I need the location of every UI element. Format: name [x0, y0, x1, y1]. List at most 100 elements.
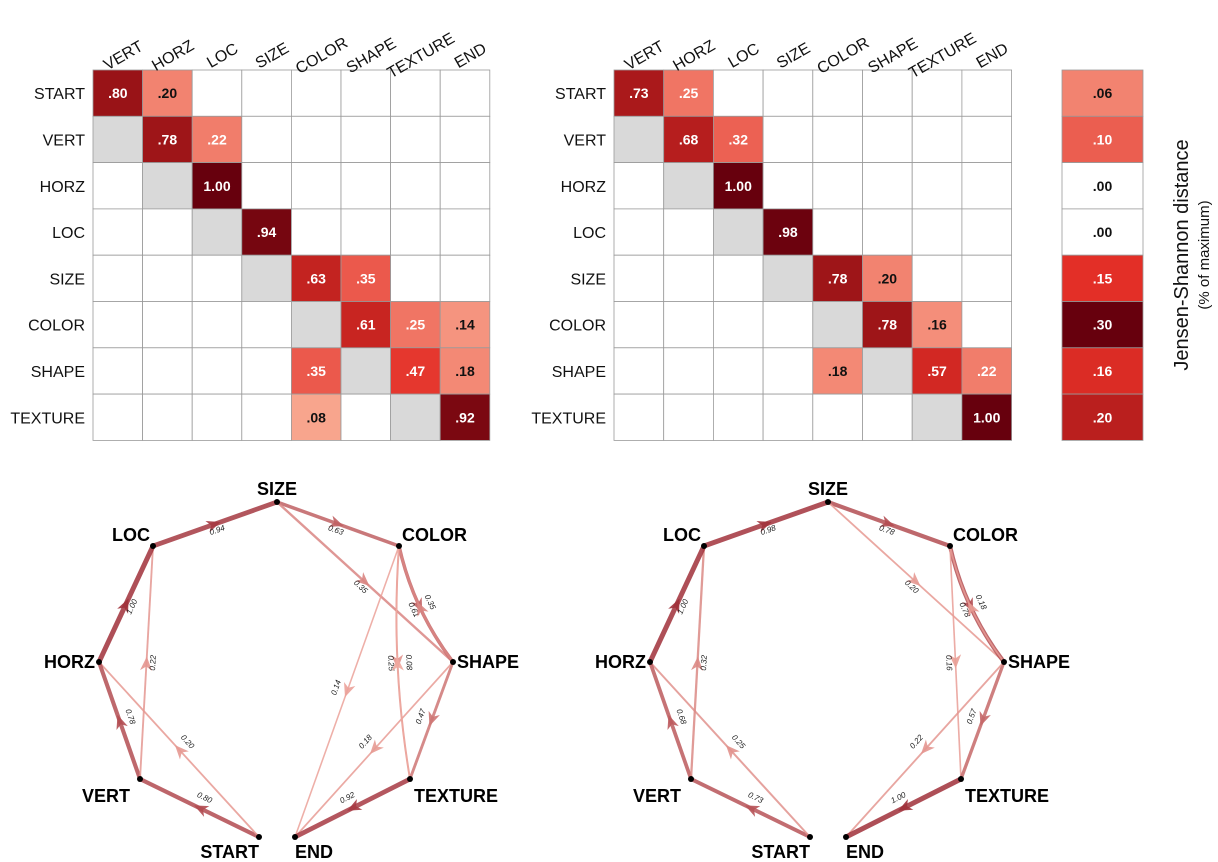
- matrix-cell: [340, 393, 391, 441]
- network-node: [947, 543, 953, 549]
- edge-arrow: [116, 714, 128, 731]
- matrix-cell: [142, 208, 193, 256]
- matrix-cell: [613, 347, 665, 395]
- matrix-cell: [961, 162, 1013, 210]
- js-value: .10: [1093, 131, 1113, 147]
- cell-value: .08: [306, 409, 326, 425]
- row-label: VERT: [564, 132, 607, 149]
- node-label: END: [295, 842, 333, 862]
- matrix-cell: [241, 69, 292, 117]
- edge-arrow: [174, 745, 189, 760]
- matrix-cell: [862, 162, 913, 210]
- edge-arrow: [898, 799, 914, 811]
- matrix-cell: [92, 115, 143, 164]
- matrix-cell: [862, 393, 913, 441]
- column-label: END: [452, 40, 490, 72]
- matrix-cell: [911, 254, 963, 302]
- node-label: SHAPE: [457, 652, 519, 672]
- matrix-cell: [613, 301, 665, 349]
- matrix-cell: [613, 208, 665, 256]
- row-label: TEXTURE: [10, 410, 85, 427]
- edge-arrow: [344, 681, 356, 698]
- matrix-cell: [241, 162, 292, 210]
- edge-arrow: [194, 805, 210, 817]
- matrix-cell: [762, 393, 814, 441]
- matrix-cell: [92, 69, 143, 117]
- matrix-cell: [862, 254, 913, 302]
- matrix-cell: [613, 69, 665, 117]
- node-label: START: [751, 842, 810, 862]
- cell-value: .20: [878, 270, 898, 286]
- edge-arrow: [347, 799, 363, 811]
- edge-arrow: [745, 805, 761, 817]
- cell-value: .98: [778, 224, 798, 240]
- edge-arrow: [355, 572, 370, 587]
- column-label: VERT: [622, 38, 667, 74]
- cell-value: .22: [977, 363, 997, 379]
- cell-value: 1.00: [973, 409, 1000, 425]
- js-value: .20: [1093, 409, 1113, 425]
- network-node: [647, 659, 653, 665]
- network-node: [150, 543, 156, 549]
- matrix-cell: [713, 69, 764, 117]
- matrix-cell: [142, 69, 193, 117]
- edge-label: 0.73: [747, 790, 765, 805]
- cell-value: .61: [356, 317, 376, 333]
- edge-arrow: [140, 656, 153, 671]
- matrix-cell: [713, 254, 764, 302]
- matrix-cell: [911, 162, 963, 210]
- matrix-cell: [862, 208, 913, 256]
- matrix-cell: [911, 115, 963, 164]
- matrix-cell: [762, 254, 814, 302]
- matrix-cell: [191, 162, 243, 210]
- cell-value: .78: [158, 131, 178, 147]
- matrix-cell: [340, 69, 391, 117]
- edge-label: 0.20: [903, 578, 921, 596]
- matrix-cell: [713, 208, 764, 256]
- column-label: LOC: [204, 41, 241, 72]
- cell-value: 1.00: [725, 178, 752, 194]
- matrix-cell: [911, 208, 963, 256]
- js-cell: [1061, 301, 1144, 349]
- matrix-cell: [812, 254, 863, 302]
- cell-value: .20: [158, 85, 178, 101]
- network-node: [96, 659, 102, 665]
- edge-label: 0.25: [386, 655, 396, 672]
- edge-arrow: [725, 745, 740, 760]
- edge-label: 0.16: [944, 655, 954, 672]
- js-cell: [1061, 162, 1144, 210]
- edge-arrow: [920, 739, 935, 754]
- cell-value: .73: [629, 85, 649, 101]
- edge-label: 0.18: [357, 733, 374, 751]
- matrix-cell: [762, 115, 814, 164]
- matrix-cell: [142, 347, 193, 395]
- cell-value: .25: [679, 85, 699, 101]
- node-label: COLOR: [402, 525, 467, 545]
- row-label: HORZ: [561, 179, 607, 196]
- matrix-cell: [762, 162, 814, 210]
- matrix-cell: [439, 254, 491, 302]
- matrix-cell: [762, 301, 814, 349]
- cell-value: .18: [828, 363, 848, 379]
- row-label: SHAPE: [31, 364, 85, 381]
- matrix-cell: [92, 301, 143, 349]
- column-label: SIZE: [253, 40, 292, 73]
- matrix-cell: [390, 208, 441, 256]
- matrix-cell: [290, 115, 342, 164]
- matrix-cell: [142, 162, 193, 210]
- network-node: [825, 499, 831, 505]
- row-label: SHAPE: [552, 364, 606, 381]
- column-label: VERT: [101, 38, 146, 74]
- matrix-cell: [191, 347, 243, 395]
- row-label: START: [34, 86, 85, 103]
- edge-arrow: [328, 515, 344, 527]
- node-label: LOC: [663, 525, 701, 545]
- matrix-cell: [92, 208, 143, 256]
- matrix-cell: [241, 254, 292, 302]
- edge-arrow: [667, 714, 679, 731]
- matrix-cell: [663, 347, 714, 395]
- matrix-cell: [862, 115, 913, 164]
- edge-label: 0.14: [329, 678, 343, 696]
- matrix-cell: [142, 254, 193, 302]
- matrix-cell: [862, 301, 913, 349]
